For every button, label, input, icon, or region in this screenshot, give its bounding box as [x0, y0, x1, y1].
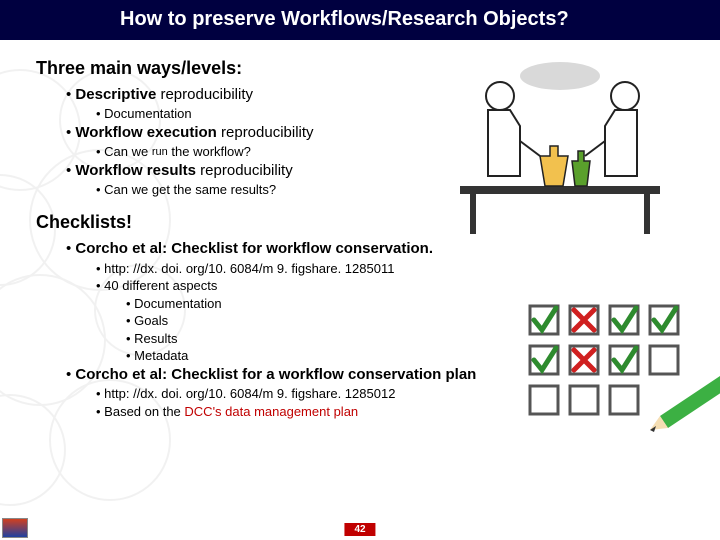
- corcho1-url: • http: //dx. doi. org/10. 6084/m 9. fig…: [96, 260, 690, 278]
- item-execution-sub: • Can we run the workflow?: [96, 143, 690, 161]
- item-execution: • Workflow execution reproducibility: [66, 123, 690, 143]
- item-descriptive-sub: • Documentation: [96, 105, 690, 123]
- corcho2: • Corcho et al: Checklist for a workflow…: [66, 365, 690, 385]
- aspect-documentation: • Documentation: [126, 295, 690, 313]
- aspect-metadata: • Metadata: [126, 347, 690, 365]
- item-execution-rest: reproducibility: [217, 124, 314, 141]
- item-descriptive: • Descriptive reproducibility: [66, 85, 690, 105]
- slide-title: How to preserve Workflows/Research Objec…: [120, 8, 569, 30]
- content-area: Three main ways/levels: • Descriptive re…: [0, 40, 720, 420]
- aspect-goals: • Goals: [126, 312, 690, 330]
- footer: 42: [0, 518, 720, 540]
- corcho2-url: • http: //dx. doi. org/10. 6084/m 9. fig…: [96, 385, 690, 403]
- section2-head: Checklists!: [36, 212, 690, 233]
- item-results-rest: reproducibility: [196, 162, 293, 179]
- corcho1: • Corcho et al: Checklist for workflow c…: [66, 239, 690, 259]
- item-results: • Workflow results reproducibility: [66, 161, 690, 181]
- item-descriptive-bold: Descriptive: [75, 86, 156, 103]
- section1-head: Three main ways/levels:: [36, 58, 690, 79]
- item-execution-bold: Workflow execution: [75, 124, 216, 141]
- item-descriptive-rest: reproducibility: [156, 86, 253, 103]
- item-results-sub: • Can we get the same results?: [96, 181, 690, 199]
- title-bar: How to preserve Workflows/Research Objec…: [0, 0, 720, 40]
- aspect-results: • Results: [126, 330, 690, 348]
- corcho1-aspects: • 40 different aspects: [96, 277, 690, 295]
- item-results-bold: Workflow results: [75, 162, 196, 179]
- corcho2-dcc: • Based on the DCC's data management pla…: [96, 403, 690, 421]
- slide-number: 42: [344, 523, 375, 536]
- footer-logo: [2, 518, 28, 538]
